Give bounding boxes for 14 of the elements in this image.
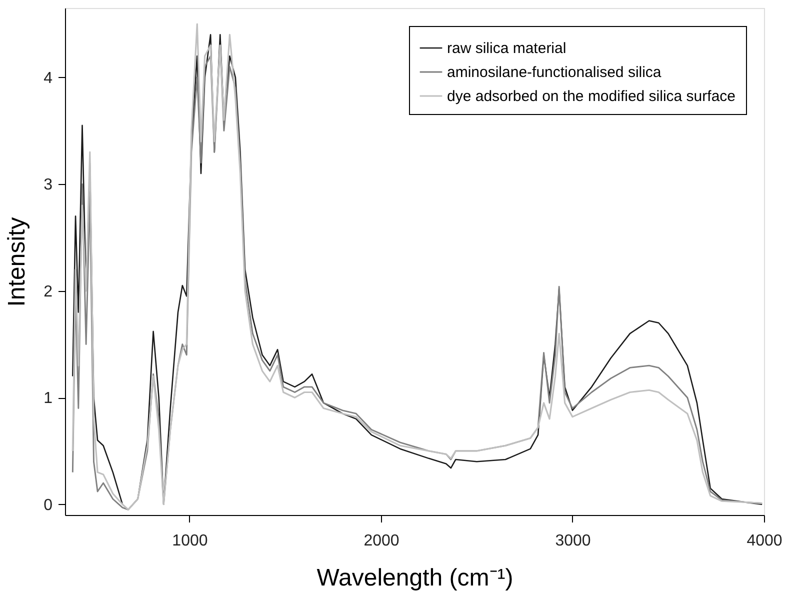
y-tick-label: 0 [44, 496, 53, 514]
y-tick-label: 2 [44, 283, 53, 300]
y-axis-title: Intensity [4, 217, 31, 307]
legend-label: raw silica material [447, 40, 566, 57]
legend-label: aminosilane-functionalised silica [447, 64, 662, 81]
x-tick-label: 4000 [746, 532, 782, 550]
y-tick-label: 1 [44, 390, 53, 408]
y-tick-label: 3 [44, 176, 53, 194]
x-tick-label: 2000 [364, 532, 400, 550]
legend-label: dye adsorbed on the modified silica surface [447, 88, 736, 105]
x-tick-label: 1000 [172, 532, 208, 550]
x-tick-label: 3000 [555, 532, 591, 550]
x-axis-title: Wavelength (cm⁻¹) [316, 564, 514, 592]
y-tick-label: 4 [44, 70, 53, 87]
